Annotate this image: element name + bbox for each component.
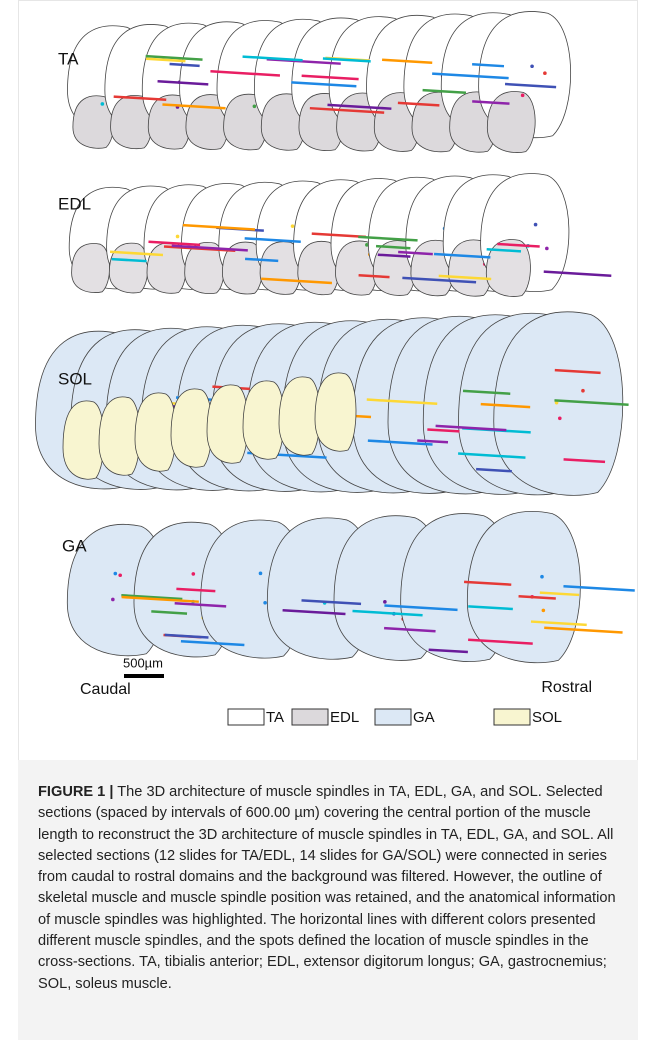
- spindle-spot: [521, 94, 525, 98]
- spindle-spot: [118, 573, 122, 577]
- sections: [36, 11, 635, 662]
- legend-label: SOL: [532, 709, 562, 726]
- panel-label: SOL: [58, 369, 92, 388]
- caption-text: The 3D architecture of muscle spindles i…: [38, 784, 616, 992]
- spindle-spot: [581, 389, 585, 393]
- section-part: [207, 385, 248, 463]
- spindle-spot: [540, 575, 544, 579]
- section-part: [487, 92, 535, 153]
- spindle-spot: [176, 235, 180, 239]
- legend-swatch: [292, 709, 328, 725]
- section-part: [135, 393, 176, 471]
- section-part: [171, 389, 212, 467]
- scale-label: 500µm: [123, 655, 163, 670]
- page: TA EDL SOL GA 500µm Caudal Rostral TA ED…: [0, 0, 656, 1058]
- spindle-spot: [383, 600, 387, 604]
- caption-label: FIGURE 1 |: [38, 784, 113, 800]
- spindle-spot: [111, 598, 115, 602]
- spindle-spot: [101, 102, 105, 106]
- spindle-spot: [263, 601, 267, 605]
- legend-swatch: [375, 709, 411, 725]
- spindle-spot: [543, 71, 547, 75]
- caption: FIGURE 1 | The 3D architecture of muscle…: [18, 760, 638, 1040]
- legend-label: EDL: [330, 709, 359, 726]
- spindle-spot: [192, 572, 196, 576]
- scale-bar: [124, 674, 164, 678]
- section-part: [486, 240, 530, 297]
- legend-swatch: [228, 709, 264, 725]
- spindle-spot: [259, 572, 263, 576]
- spindle-spot: [558, 416, 562, 420]
- spindle-spot: [114, 572, 118, 576]
- section-part: [99, 397, 140, 475]
- section-part: [279, 377, 320, 455]
- panel-label: GA: [62, 536, 87, 555]
- section-part: [147, 243, 186, 294]
- panel-label: TA: [58, 49, 79, 68]
- spindle-spot: [542, 609, 546, 613]
- legend-label: TA: [266, 709, 284, 726]
- panel-label: EDL: [58, 194, 91, 213]
- legend-swatch: [494, 709, 530, 725]
- spindle-spot: [545, 247, 549, 251]
- spindle-spot: [534, 223, 538, 227]
- section-part: [109, 243, 148, 293]
- spindle-spot: [530, 64, 534, 68]
- axis-label: Rostral: [541, 679, 592, 696]
- section-part: [243, 381, 284, 459]
- section-part: [63, 401, 104, 479]
- figure: TA EDL SOL GA 500µm Caudal Rostral TA ED…: [0, 0, 656, 760]
- axis-label: Caudal: [80, 681, 131, 698]
- spindle-spot: [253, 105, 257, 109]
- section-part: [315, 373, 356, 451]
- section-part: [72, 244, 110, 293]
- spindle-spot: [291, 224, 295, 228]
- legend-label: GA: [413, 709, 435, 726]
